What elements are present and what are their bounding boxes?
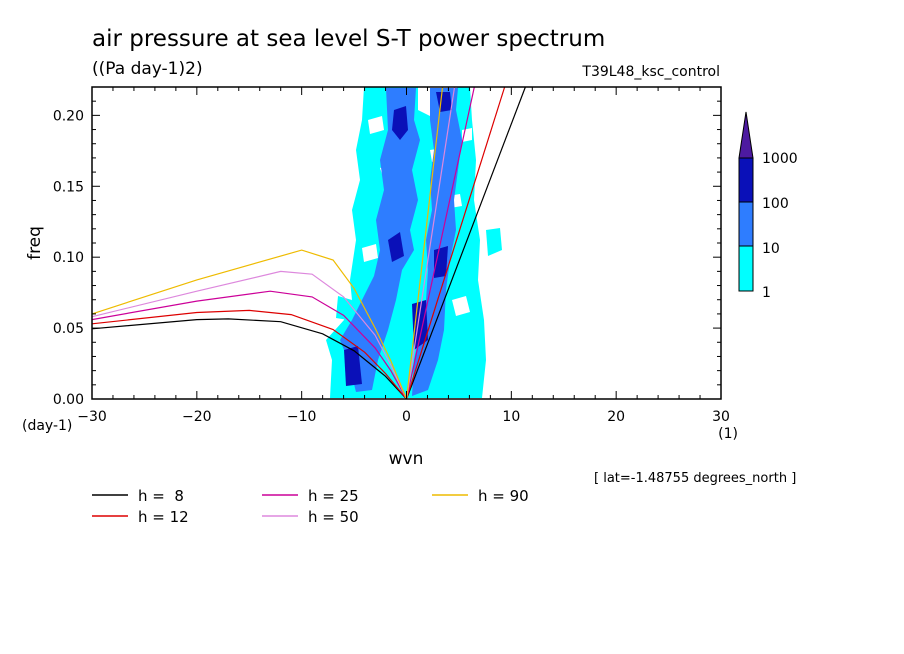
- colorbar-band-1: [738, 245, 754, 292]
- rossby-curve-2: [91, 290, 408, 400]
- contour-hole: [452, 296, 470, 316]
- x-tick-label: 30: [712, 409, 730, 425]
- y-tick-label: 0.20: [53, 108, 84, 124]
- y-unit-label: (day-1): [22, 418, 72, 434]
- contour-hole: [368, 116, 384, 134]
- legend-label-h8: h = 8: [138, 487, 184, 505]
- kelvin-line-4: [405, 86, 444, 400]
- y-tick-label: 0.10: [53, 250, 84, 266]
- x-tick-label: −30: [77, 409, 107, 425]
- y-tick-label: 0.05: [53, 321, 84, 337]
- rossby-curve-0: [91, 318, 407, 400]
- y-tick-label: 0.00: [53, 392, 84, 408]
- contour-level-1-patch: [486, 228, 502, 256]
- x-tick-label: −20: [182, 409, 212, 425]
- x-tick-label: 10: [502, 409, 520, 425]
- rossby-curve-1: [91, 309, 407, 400]
- units-label: ((Pa day-1)2): [92, 59, 203, 79]
- colorbar-label: 1: [762, 285, 771, 301]
- x-tick-label: 0: [402, 409, 411, 425]
- y-tick-label: 0.15: [53, 179, 84, 195]
- y-axis-label: freq: [25, 226, 45, 260]
- colorbar-label: 1000: [762, 151, 798, 167]
- rossby-curve-4: [91, 249, 408, 400]
- x-axis-label: wvn: [389, 449, 424, 469]
- kelvin-line-0: [405, 86, 526, 400]
- legend-label-h90: h = 90: [478, 487, 529, 505]
- y-axis-ticks: 0.00 0.05 0.10 0.15 0.20: [53, 86, 721, 408]
- contour-level-100: [344, 346, 362, 386]
- legend: h = 8 h = 12 h = 25 h = 50 h = 90: [92, 487, 529, 526]
- colorbar: 1 10 100 1000: [738, 111, 798, 301]
- x-axis-ticks: −30 −20 −10 0 10 20 30: [77, 87, 730, 425]
- run-label: T39L48_ksc_control: [581, 64, 720, 80]
- colorbar-label: 10: [762, 241, 780, 257]
- colorbar-label: 100: [762, 196, 789, 212]
- legend-label-h12: h = 12: [138, 508, 189, 526]
- dispersion-curves: [91, 86, 526, 400]
- x-tick-label: −10: [287, 409, 317, 425]
- contour-level-100: [392, 106, 408, 140]
- colorbar-band-100: [738, 157, 754, 203]
- rossby-curve-3: [91, 270, 408, 400]
- chart-title: air pressure at sea level S-T power spec…: [92, 26, 605, 52]
- contour-hole: [362, 244, 378, 262]
- x-tick-label: 20: [607, 409, 625, 425]
- colorbar-extend-arrow: [738, 111, 754, 159]
- legend-label-h50: h = 50: [308, 508, 359, 526]
- kelvin-line-3: [405, 86, 456, 400]
- kelvin-line-1: [405, 86, 506, 400]
- kelvin-line-2: [405, 86, 475, 400]
- latitude-note: [ lat=-1.48755 degrees_north ]: [594, 471, 796, 486]
- x-unit-label: (1): [718, 426, 738, 442]
- legend-label-h25: h = 25: [308, 487, 359, 505]
- colorbar-band-10: [738, 201, 754, 247]
- contour-level-100: [388, 232, 404, 262]
